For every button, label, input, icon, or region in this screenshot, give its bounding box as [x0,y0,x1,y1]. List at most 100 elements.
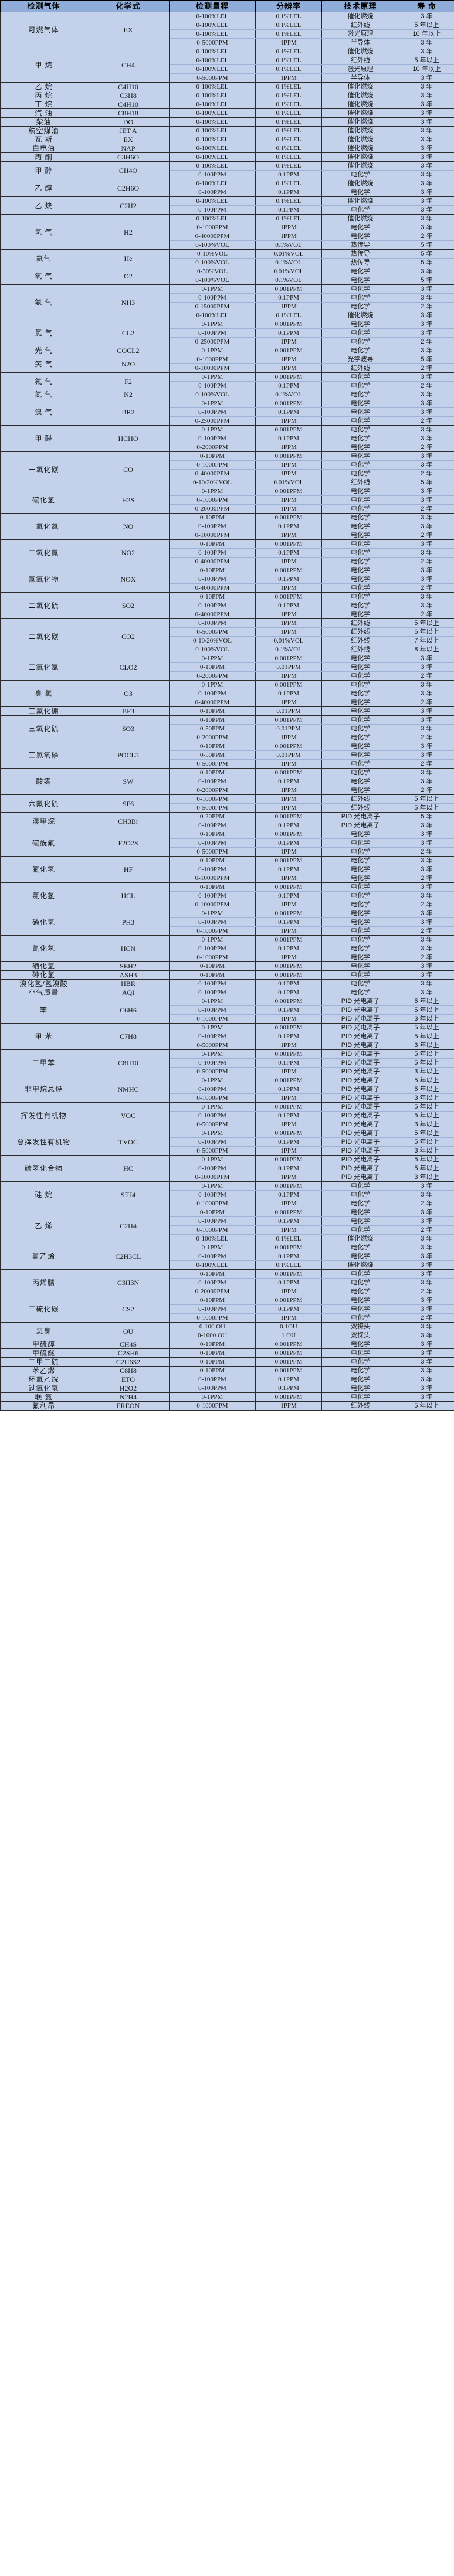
cell-range: 0-1PPM [169,997,256,1006]
cell-range: 0-100%LEL [169,64,256,74]
cell-resolution: 0.001PPM [255,812,322,821]
table-row: 0-50PPM 0.01PPM 电化学 3 年 [1,750,454,760]
cell-life: 3 年以上 [399,1093,454,1103]
cell-life: 2 年 [399,504,454,514]
cell-principle: 电化学 [321,460,399,470]
cell-principle: 电化学 [321,610,399,619]
cell-principle: 电化学 [321,1269,399,1279]
cell-principle: 光学波导 [321,355,399,364]
cell-principle: 电化学 [321,170,399,179]
cell-principle: 电化学 [321,1190,399,1199]
cell-range: 0-5000PPM [169,1067,256,1076]
cell-life: 3 年 [399,223,454,232]
cell-principle: 电化学 [321,909,399,918]
table-row: 0-1000 OU 1 OU 双探头 3 年 [1,1331,454,1340]
cell-life: 3 年 [399,100,454,109]
cell-principle: 电化学 [321,1252,399,1261]
cell-resolution: 1PPM [255,460,322,470]
cell-formula: N2H4 [87,1392,170,1402]
cell-life: 3 年 [399,1216,454,1226]
cell-gas: 二氧化硫 [0,592,87,619]
cell-principle: 电化学 [321,407,399,417]
table-row: 空气质量 AQI 0-100PPM 0.1PPM 电化学 3 年 [0,988,454,997]
cell-principle: 电化学 [321,513,399,522]
cell-range: 0-5000PPM [169,847,256,857]
column-header-principle: 技术原理 [321,0,399,12]
cell-resolution: 0.1%LEL [255,91,322,100]
cell-formula: CL2 [87,320,170,346]
table-header: 检测气体 化学式 检测量程 分辨率 技术原理 寿 命 [0,0,454,12]
cell-principle: 电化学 [321,671,399,681]
cell-formula: ETO [87,1375,170,1384]
cell-range: 0-100PPM [169,1375,256,1384]
table-row: 0-10000PPM 1PPM 红外线 2 年 [1,363,454,373]
cell-life: 5 年以上 [399,1005,454,1015]
cell-resolution: 0.1%LEL [255,108,322,118]
cell-resolution: 1PPM [255,583,322,593]
cell-resolution: 0.1PPM [255,188,322,197]
cell-resolution: 0.001PPM [255,1129,322,1138]
cell-resolution: 0.1%LEL [255,135,322,144]
cell-range: 0-100%LEL [169,214,256,223]
cell-principle: PID 光电离子 [321,1023,399,1032]
cell-life: 3 年 [399,284,454,294]
table-row: 0-100PPM 0.1PPM PID 光电离子 5 年以上 [1,1111,454,1120]
cell-life: 3 年 [399,434,454,443]
cell-principle: 电化学 [321,1181,399,1191]
cell-life: 2 年 [399,900,454,909]
cell-principle: PID 光电离子 [321,1014,399,1024]
cell-life: 2 年 [399,1225,454,1235]
cell-gas: 硒化氢 [0,961,87,971]
table-row: 0-10PPM 0.01PPM 电化学 3 年 [1,662,454,672]
cell-gas: 乙 烯 [0,1208,87,1243]
table-row: 笑 气 N2O 0-1000PPM 1PPM 光学波导 5 年 [0,355,454,373]
cell-life: 2 年 [399,381,454,390]
cell-life: 2 年 [399,1313,454,1323]
cell-range: 0-10000PPM [169,1173,256,1182]
cell-principle: 电化学 [321,724,399,733]
table-row: 硒化氢 SEH2 0-10PPM 0.001PPM 电化学 3 年 [0,961,454,971]
cell-resolution: 0.01PPM [255,750,322,760]
table-row: 苯乙烯 C8H8 0-10PPM 0.001PPM 电化学 3 年 [0,1366,454,1375]
cell-formula: C2SH6 [87,1348,170,1358]
cell-life: 3 年 [399,1234,454,1243]
cell-formula: F2 [87,372,170,390]
cell-principle: 催化燃烧 [321,161,399,171]
cell-range: 0-100PPM [169,548,256,558]
cell-formula: C4H10 [87,82,170,91]
cell-resolution: 1PPM [255,610,322,619]
cell-formula: COCL2 [87,346,170,355]
cell-gas: 汽 油 [0,108,87,118]
cell-resolution: 1PPM [255,671,322,681]
cell-life: 3 年 [399,399,454,408]
cell-life: 3 年 [399,205,454,215]
cell-range: 0-1PPM [169,1023,256,1032]
table-row: 二氧化硫 SO2 0-10PPM 0.001PPM 电化学 3 年 [0,592,454,619]
cell-range: 0-10PPM [169,1208,256,1217]
cell-life: 3 年 [399,1260,454,1270]
cell-resolution: 0.01PPM [255,706,322,716]
table-row: 0-100PPM 0.1PPM PID 光电离子 5 年以上 [1,1085,454,1094]
cell-resolution: 0.001PPM [255,1296,322,1305]
cell-life: 3 年 [399,1384,454,1393]
cell-range: 0-100%LEL [169,152,256,162]
cell-principle: 电化学 [321,1278,399,1287]
cell-gas: 环氧乙烷 [0,1375,87,1384]
cell-resolution: 0.1%LEL [255,126,322,135]
cell-resolution: 1PPM [255,223,322,232]
table-row: 酸雾 SW 0-10PPM 0.001PPM 电化学 3 年 [0,768,454,795]
cell-life: 3 年 [399,267,454,276]
cell-life: 3 年以上 [399,1067,454,1076]
cell-resolution: 1PPM [255,953,322,962]
cell-range: 0-100%VOL [169,390,256,399]
table-row: 0-100PPM 0.1PPM PID 光电离子 5 年以上 [1,1164,454,1173]
cell-principle: 电化学 [321,1357,399,1367]
cell-formula: NOX [87,566,170,593]
cell-principle: 电化学 [321,900,399,909]
cell-life: 3 年 [399,1375,454,1384]
cell-resolution: 1PPM [255,355,322,364]
cell-range: 0-25000PPM [169,337,256,346]
table-row: 甲硫醇 CH4S 0-10PPM 0.001PPM 电化学 3 年 [0,1340,454,1349]
cell-formula: BF3 [87,706,170,716]
cell-life: 3 年 [399,750,454,760]
